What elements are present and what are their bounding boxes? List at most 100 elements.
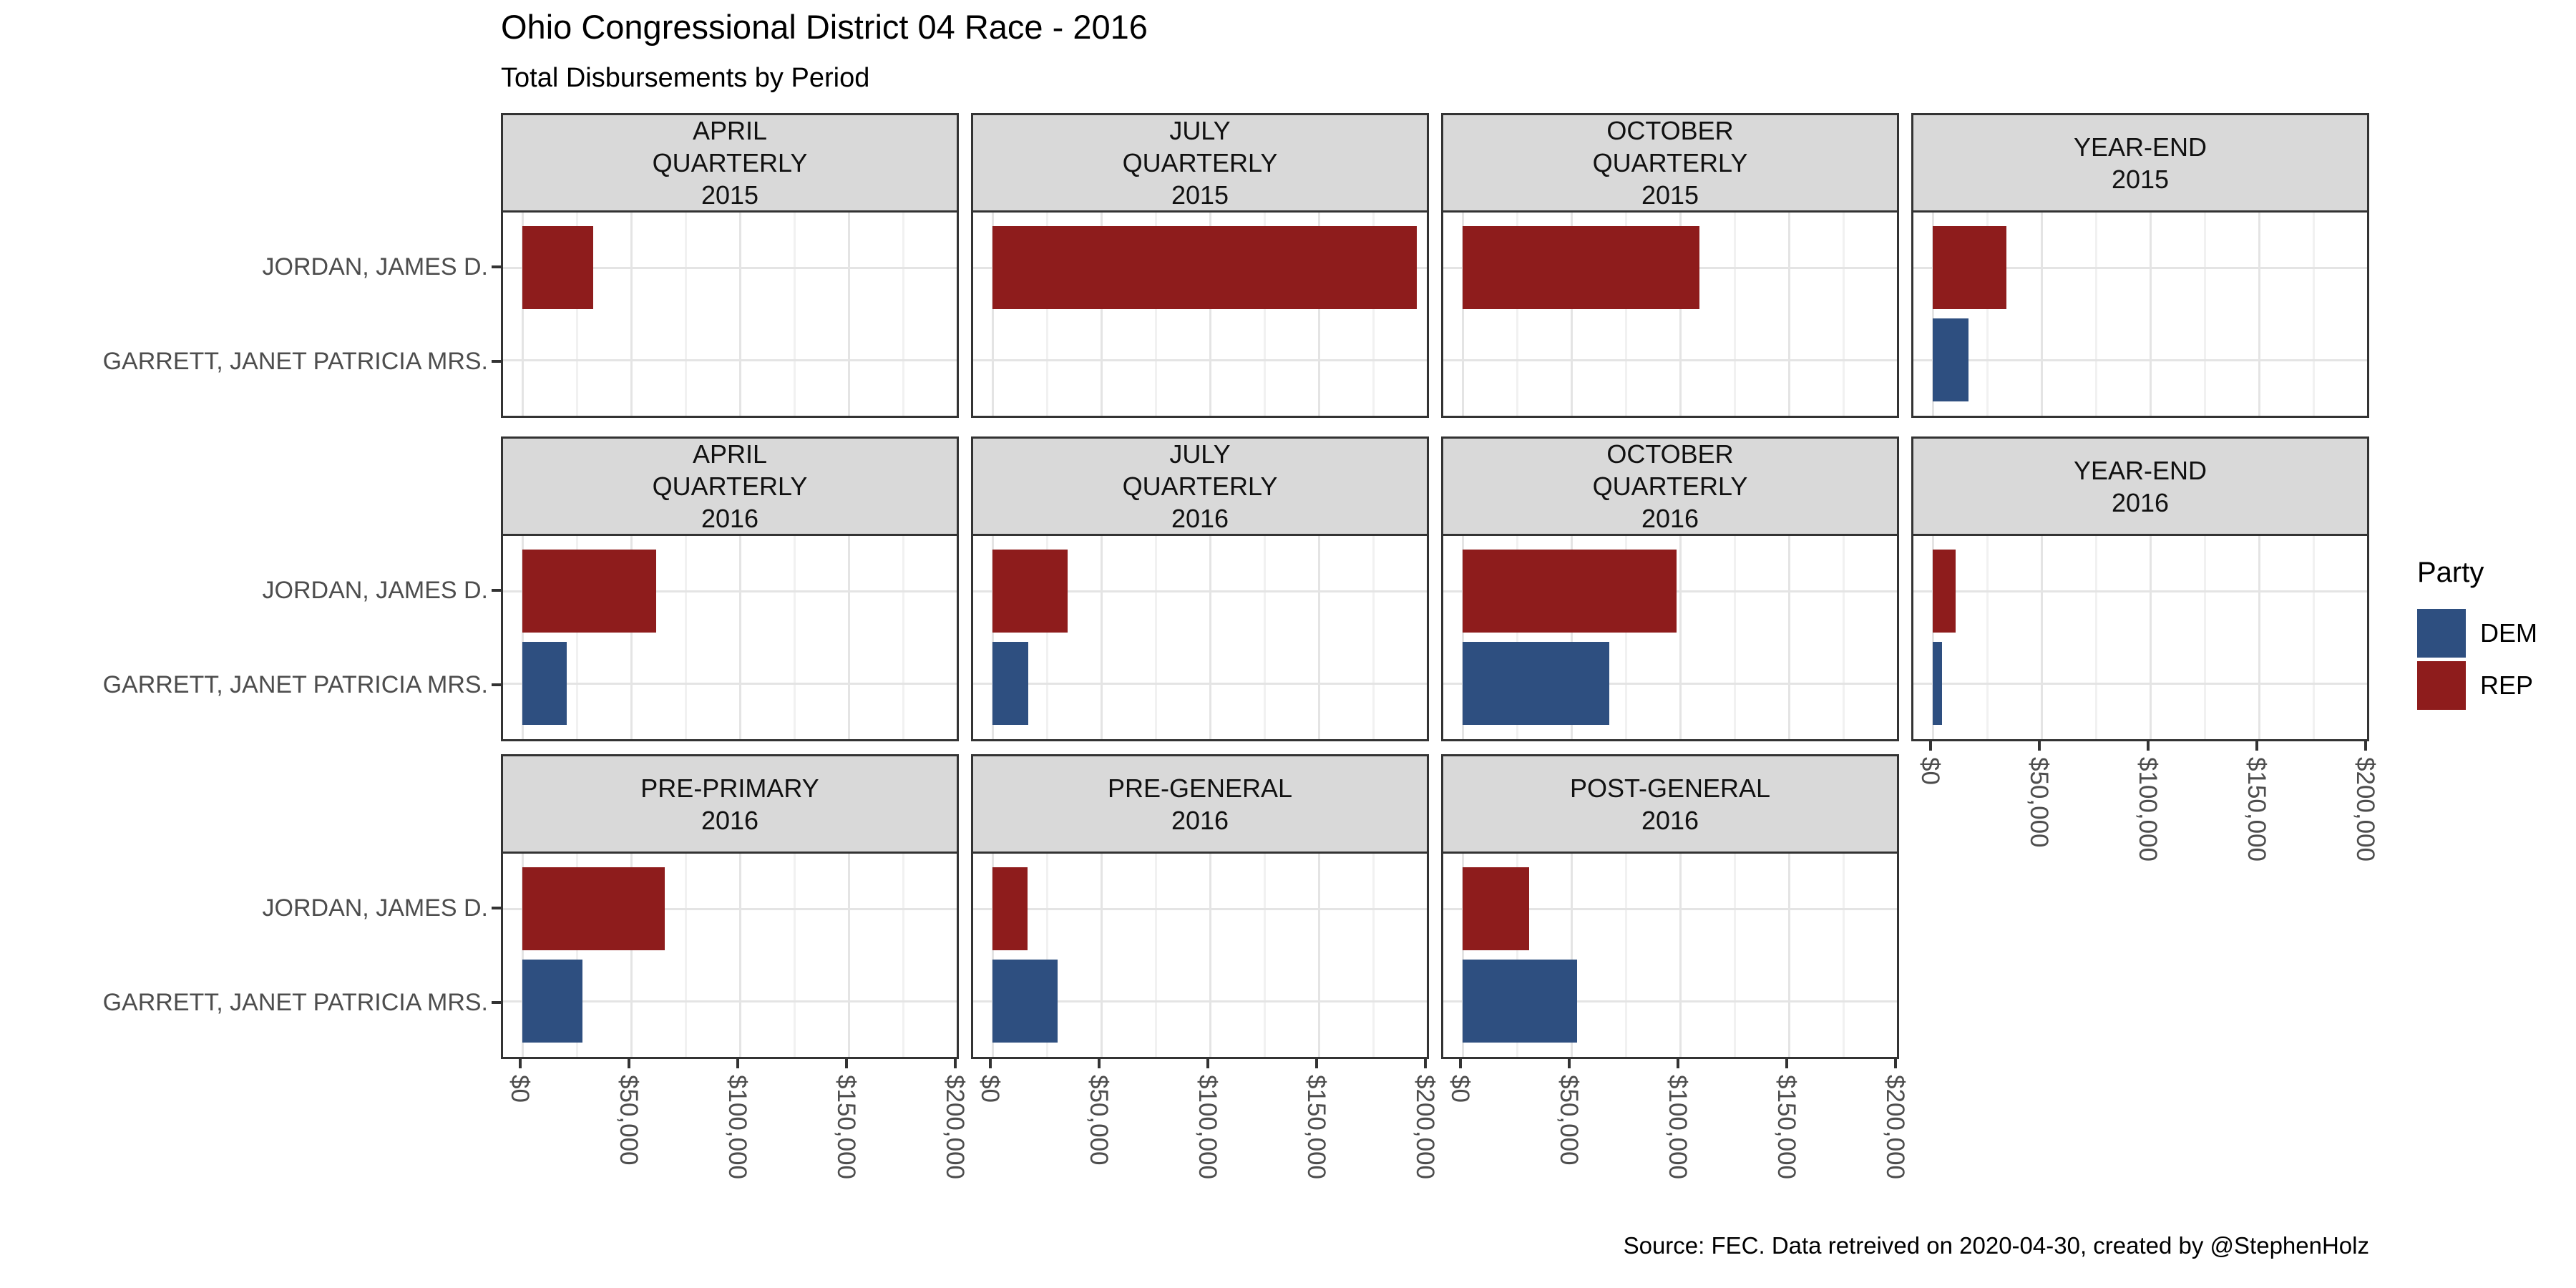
facet-panel bbox=[1911, 534, 2369, 741]
gridline-major bbox=[848, 213, 850, 416]
gridline-major bbox=[522, 213, 524, 416]
gridline-major bbox=[1443, 1000, 1897, 1002]
gridline-minor bbox=[1516, 213, 1518, 416]
bar-rep bbox=[522, 867, 665, 950]
gridline-major bbox=[1427, 213, 1429, 416]
gridline-minor bbox=[1155, 854, 1157, 1057]
x-axis-tick-label: $100,000 bbox=[723, 1075, 751, 1179]
gridline-major bbox=[1913, 683, 2367, 685]
facet-strip-label: QUARTERLY bbox=[652, 472, 808, 501]
gridline-major bbox=[1679, 213, 1682, 416]
bar-dem bbox=[522, 960, 582, 1043]
gridline-major bbox=[1897, 213, 1899, 416]
gridline-major bbox=[630, 536, 633, 739]
bar-dem bbox=[1463, 960, 1577, 1043]
facet-strip-label: 2015 bbox=[2111, 164, 2170, 194]
gridline-major bbox=[973, 908, 1427, 910]
facet-panel bbox=[971, 852, 1429, 1059]
gridline-major bbox=[522, 854, 524, 1057]
gridline-major bbox=[992, 213, 994, 416]
gridline-major bbox=[1788, 213, 1790, 416]
gridline-major bbox=[1679, 536, 1682, 739]
gridline-major bbox=[1318, 213, 1320, 416]
gridline-minor bbox=[1155, 536, 1157, 739]
x-axis-tick bbox=[1424, 1059, 1427, 1068]
gridline-major bbox=[1462, 536, 1464, 739]
x-axis-tick bbox=[1315, 1059, 1318, 1068]
y-axis-label: GARRETT, JANET PATRICIA MRS. bbox=[102, 671, 488, 698]
gridline-minor bbox=[1625, 536, 1627, 739]
gridline-major bbox=[1443, 683, 1897, 685]
gridline-major bbox=[992, 536, 994, 739]
facet-strip-label: 2015 bbox=[1171, 180, 1229, 210]
gridline-major bbox=[1932, 536, 1934, 739]
gridline-major bbox=[1462, 213, 1464, 416]
bar-rep bbox=[992, 550, 1068, 633]
gridline-minor bbox=[794, 854, 796, 1057]
x-axis-tick-label: $0 bbox=[1446, 1075, 1474, 1103]
facet-panel bbox=[501, 534, 959, 741]
gridline-major bbox=[739, 536, 741, 739]
gridline-major bbox=[1679, 854, 1682, 1057]
facet-strip-label: JULY bbox=[1169, 116, 1231, 145]
gridline-minor bbox=[1264, 854, 1266, 1057]
gridline-major bbox=[957, 536, 959, 739]
legend: Party DEM REP bbox=[2417, 557, 2537, 713]
facet-panel bbox=[971, 534, 1429, 741]
bar-dem bbox=[1933, 642, 1942, 725]
facet-strip: APRIL QUARTERLY 2015 bbox=[501, 113, 959, 210]
x-axis-tick-label: $50,000 bbox=[2025, 757, 2053, 848]
gridline-minor bbox=[1372, 536, 1375, 739]
facet-strip: OCTOBER QUARTERLY 2015 bbox=[1441, 113, 1899, 210]
x-axis-tick bbox=[1785, 1059, 1788, 1068]
facet-strip-label: APRIL bbox=[692, 116, 768, 145]
y-axis-tick bbox=[492, 360, 501, 363]
facet-strip-label: 2015 bbox=[1641, 180, 1699, 210]
gridline-major bbox=[1913, 590, 2367, 592]
facet-panel bbox=[971, 210, 1429, 418]
bar-dem bbox=[992, 642, 1028, 725]
x-axis-tick-label: $50,000 bbox=[1555, 1075, 1583, 1166]
gridline-minor bbox=[1372, 213, 1375, 416]
gridline-major bbox=[1788, 854, 1790, 1057]
gridline-major bbox=[1209, 536, 1211, 739]
facet-strip-label: QUARTERLY bbox=[652, 148, 808, 177]
bar-dem bbox=[1463, 642, 1609, 725]
facet-strip-label: 2016 bbox=[701, 504, 759, 533]
bar-dem bbox=[992, 960, 1058, 1043]
gridline-minor bbox=[1843, 854, 1845, 1057]
gridline-minor bbox=[794, 536, 796, 739]
bar-rep bbox=[992, 867, 1028, 950]
gridline-minor bbox=[1046, 854, 1048, 1057]
x-axis-tick bbox=[989, 1059, 992, 1068]
facet-strip: PRE-PRIMARY 2016 bbox=[501, 754, 959, 852]
x-axis-tick bbox=[1894, 1059, 1897, 1068]
x-axis-tick-label: $200,000 bbox=[1411, 1075, 1439, 1179]
gridline-major bbox=[1932, 213, 1934, 416]
gridline-major bbox=[1427, 536, 1429, 739]
gridline-major bbox=[992, 854, 994, 1057]
gridline-major bbox=[1571, 854, 1573, 1057]
x-axis-tick-label: $100,000 bbox=[1664, 1075, 1692, 1179]
facet-panel bbox=[1441, 534, 1899, 741]
gridline-major bbox=[1788, 536, 1790, 739]
facet-strip-label: JULY bbox=[1169, 439, 1231, 469]
gridline-major bbox=[2150, 213, 2152, 416]
facet-strip: JULY QUARTERLY 2016 bbox=[971, 436, 1429, 534]
facet-strip-label: 2016 bbox=[1171, 805, 1229, 835]
gridline-major bbox=[503, 267, 957, 269]
x-axis-tick bbox=[1098, 1059, 1101, 1068]
gridline-minor bbox=[1843, 213, 1845, 416]
facet-strip-label: PRE-GENERAL bbox=[1107, 773, 1293, 803]
bar-rep bbox=[522, 226, 593, 309]
gridline-minor bbox=[685, 213, 687, 416]
facet-strip-label: 2015 bbox=[701, 180, 759, 210]
gridline-minor bbox=[1986, 213, 1989, 416]
y-axis-label: JORDAN, JAMES D. bbox=[262, 577, 488, 604]
gridline-minor bbox=[1843, 536, 1845, 739]
gridline-major bbox=[630, 854, 633, 1057]
gridline-major bbox=[973, 359, 1427, 361]
gridline-major bbox=[2258, 213, 2260, 416]
facet-strip: OCTOBER QUARTERLY 2016 bbox=[1441, 436, 1899, 534]
facet-strip: APRIL QUARTERLY 2016 bbox=[501, 436, 959, 534]
